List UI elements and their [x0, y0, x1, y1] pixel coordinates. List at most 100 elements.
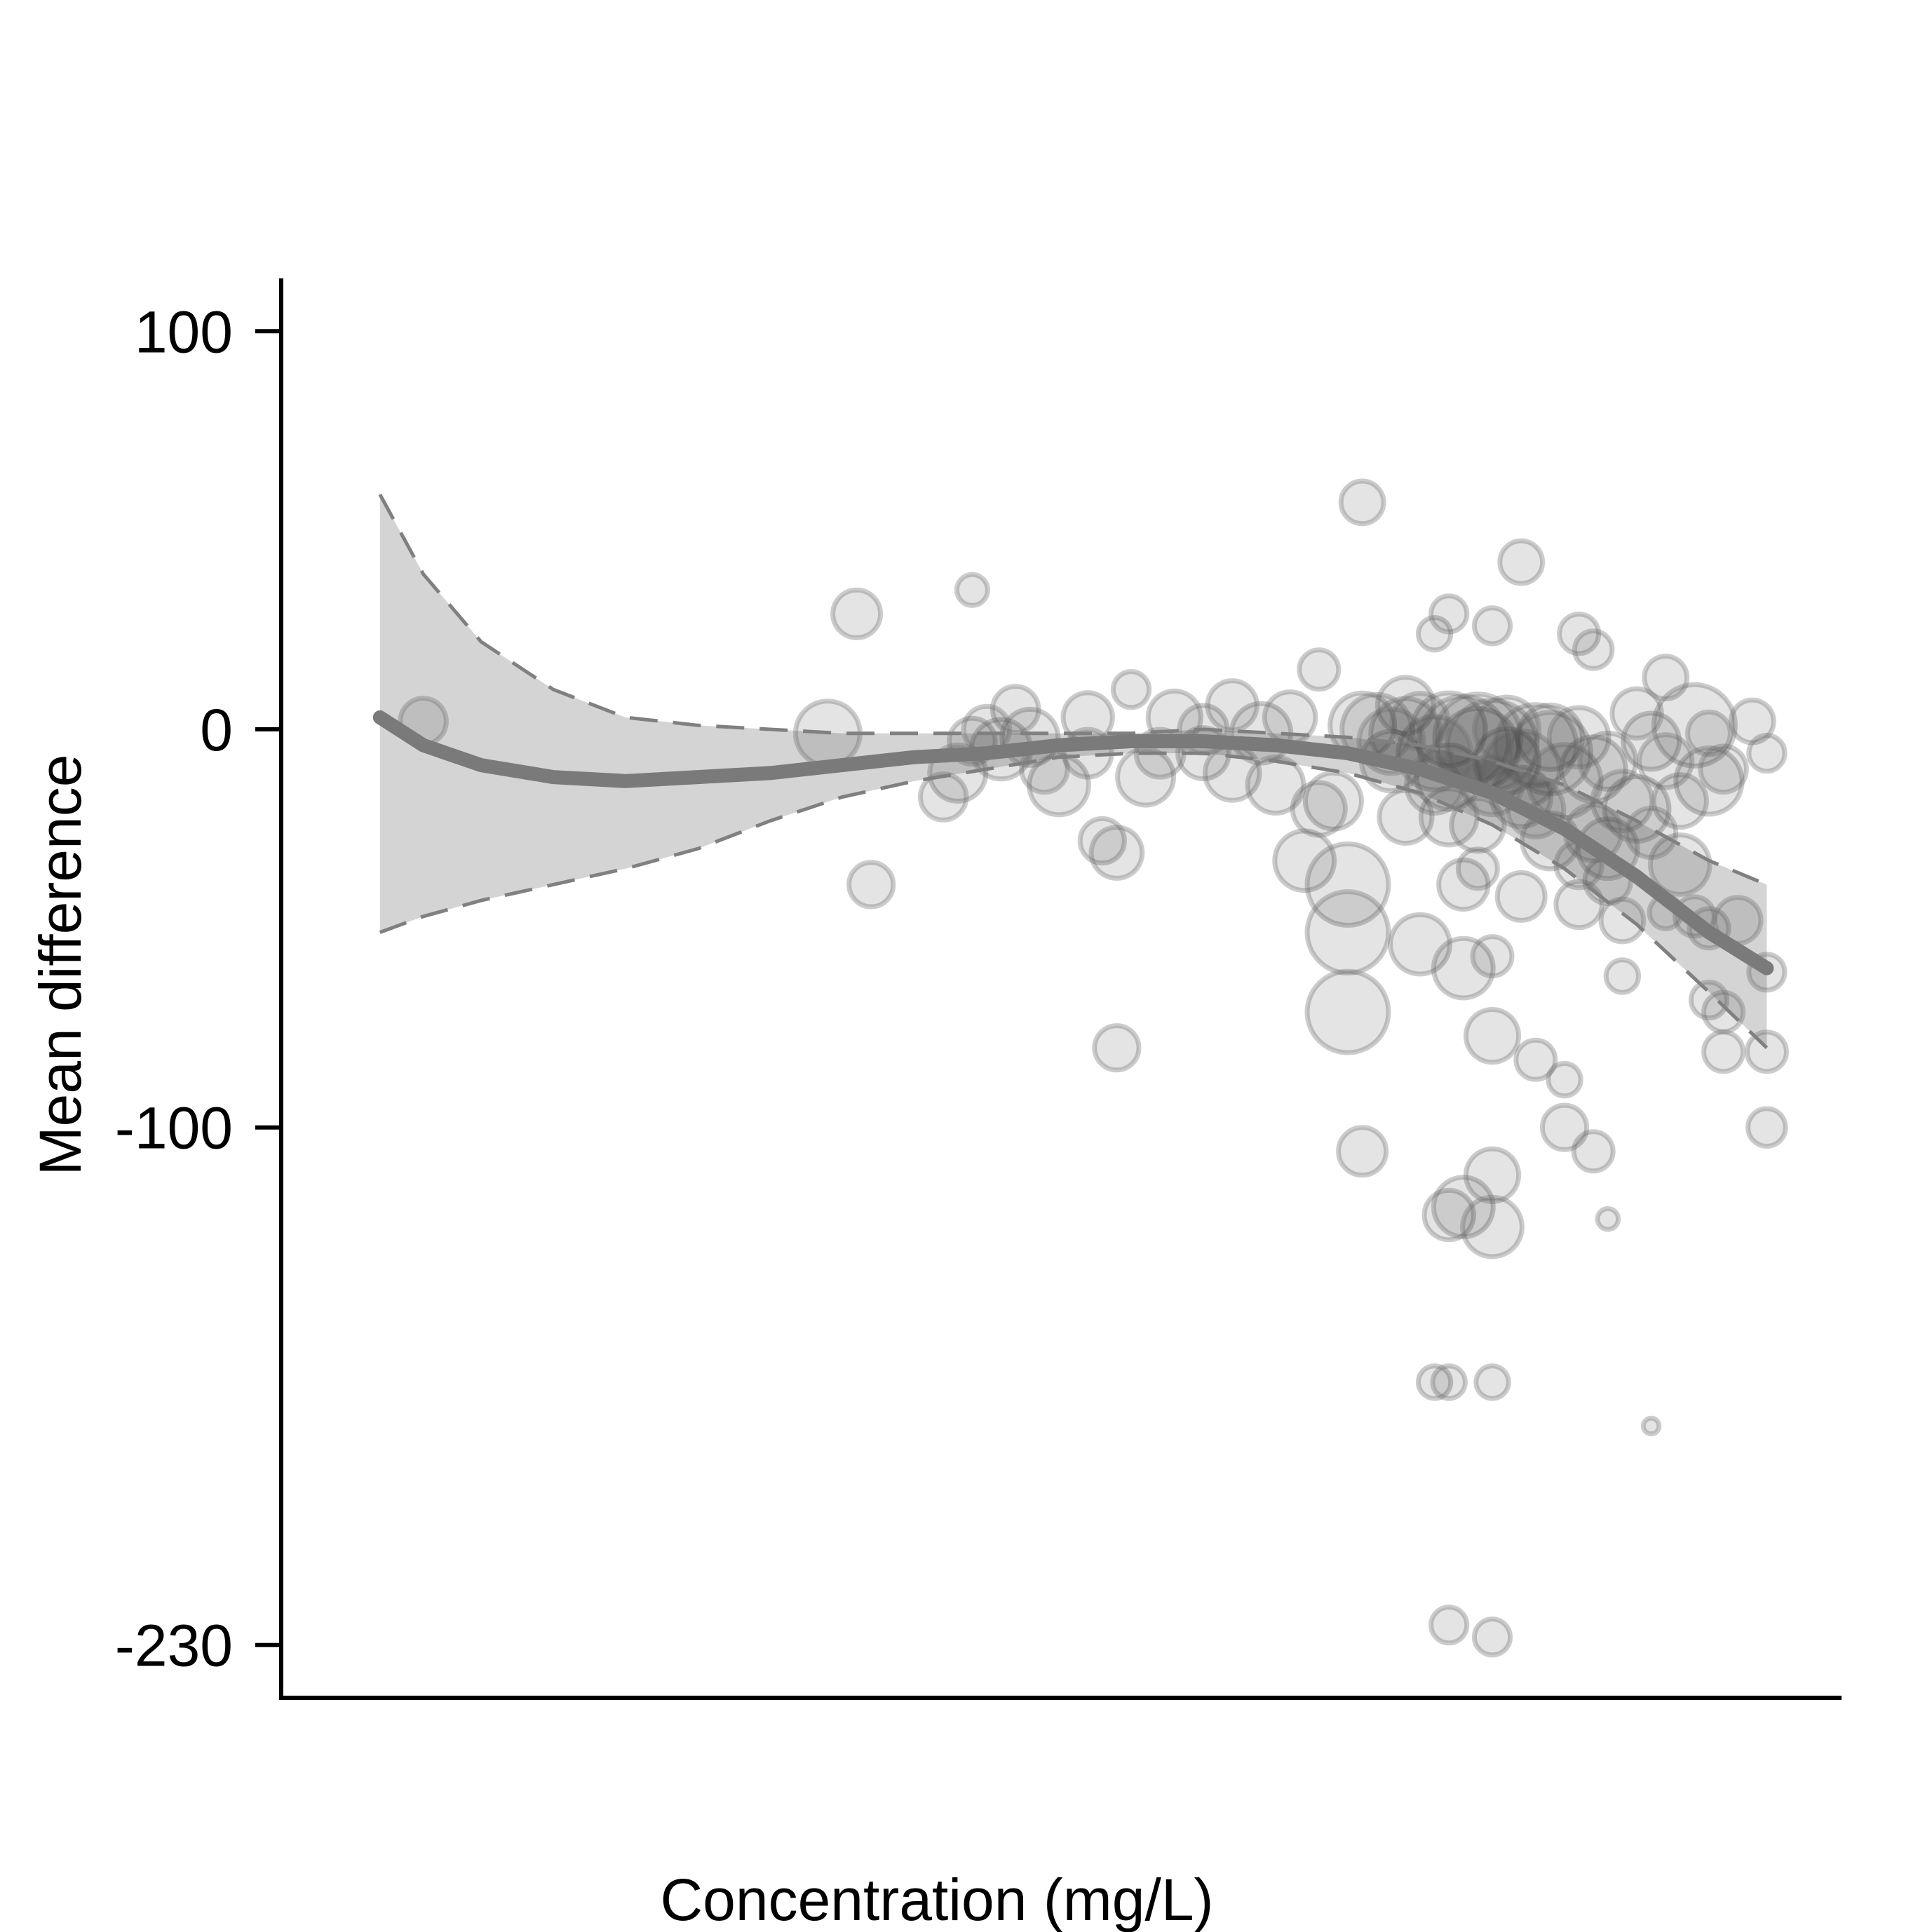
data-point — [1455, 846, 1500, 891]
data-point — [1415, 615, 1454, 653]
data-point — [1558, 734, 1628, 804]
data-point — [1651, 772, 1709, 830]
data-point — [1651, 682, 1738, 769]
ci-band — [379, 494, 1767, 1048]
data-point — [1595, 1206, 1621, 1232]
data-point — [1494, 870, 1548, 923]
ci-upper-line — [378, 493, 1768, 886]
data-point — [1430, 1363, 1468, 1401]
y-axis-title: Mean difference — [27, 755, 93, 1176]
data-point — [1698, 743, 1749, 795]
data-point — [1557, 612, 1602, 656]
data-point — [1472, 694, 1542, 764]
data-point — [1577, 730, 1639, 792]
data-point — [1546, 1060, 1583, 1099]
axes — [279, 278, 1842, 1700]
data-point — [1571, 1129, 1616, 1174]
data-point — [1290, 780, 1348, 838]
data-point — [1513, 1037, 1558, 1082]
data-point — [1431, 935, 1496, 1001]
data-point — [1728, 697, 1776, 745]
data-point — [1473, 1363, 1511, 1401]
data-point — [1515, 702, 1585, 772]
data-point — [1428, 593, 1470, 635]
data-point — [1418, 786, 1480, 848]
data-point — [1470, 934, 1515, 979]
x-axis-title: Concentration (mg/L) — [660, 1867, 1213, 1932]
data-point — [1744, 1029, 1789, 1074]
data-point — [1701, 989, 1746, 1034]
data-point — [1304, 841, 1391, 928]
data-point — [1245, 755, 1306, 816]
data-point — [1623, 805, 1679, 860]
data-point — [1027, 752, 1091, 818]
data-point — [1460, 1194, 1525, 1259]
data-point — [1304, 968, 1391, 1055]
data-point — [1602, 774, 1672, 844]
data-point — [1428, 1605, 1470, 1646]
data-point — [1077, 816, 1127, 866]
data-point — [1336, 1125, 1389, 1178]
data-point — [1546, 705, 1612, 770]
data-point — [1421, 1187, 1476, 1243]
fit-line — [372, 710, 1774, 975]
data-point — [1415, 1363, 1454, 1401]
data-point — [1647, 832, 1713, 897]
y-tick-label: -230 — [115, 1613, 233, 1679]
data-point — [1539, 1102, 1590, 1152]
data-point — [830, 587, 884, 640]
y-tick-label: -100 — [115, 1095, 233, 1161]
data-point — [1092, 1023, 1142, 1073]
y-tick-label: 100 — [135, 299, 233, 365]
data-point — [1598, 896, 1647, 945]
data-point — [1685, 709, 1733, 757]
data-point — [1701, 1029, 1746, 1074]
data-point — [1642, 654, 1690, 702]
data-point — [1115, 746, 1177, 808]
data-point — [1272, 828, 1337, 893]
data-point — [1553, 879, 1605, 931]
data-points — [398, 478, 1789, 1658]
data-point — [1640, 1415, 1662, 1437]
data-point — [1492, 702, 1579, 789]
data-point — [1746, 733, 1788, 774]
data-point — [1088, 825, 1145, 881]
data-point — [1389, 691, 1451, 752]
data-point — [1463, 1007, 1522, 1065]
data-point — [1471, 605, 1513, 647]
data-point — [917, 771, 969, 823]
data-point — [1688, 979, 1730, 1021]
data-point — [989, 684, 1041, 735]
confidence-band — [379, 494, 1767, 1048]
data-point — [1637, 732, 1695, 790]
data-point — [954, 572, 990, 608]
data-point — [1590, 769, 1655, 834]
data-point — [1431, 1175, 1496, 1240]
data-point — [1471, 1616, 1513, 1658]
data-point — [1205, 678, 1259, 733]
y-tick-label: 0 — [200, 697, 233, 763]
data-point — [1302, 770, 1364, 832]
data-point — [1110, 669, 1152, 710]
data-point — [1525, 742, 1604, 820]
data-point — [1609, 686, 1664, 741]
data-point — [1388, 912, 1452, 977]
data-point — [1673, 745, 1745, 817]
data-point — [1374, 675, 1436, 736]
ci-lower-line — [379, 751, 1769, 1049]
fit-lines — [372, 493, 1774, 1049]
data-point — [1603, 957, 1642, 995]
data-point — [1449, 796, 1507, 854]
data-point — [1745, 1106, 1788, 1149]
data-point — [1338, 478, 1386, 527]
data-point — [1304, 889, 1391, 975]
data-point — [1621, 710, 1682, 772]
data-point — [1297, 647, 1342, 692]
data-point — [1572, 628, 1615, 671]
data-point — [1463, 1146, 1522, 1204]
data-point — [846, 860, 896, 910]
data-point — [1506, 710, 1593, 797]
data-point — [1432, 691, 1524, 783]
data-point — [1436, 857, 1491, 912]
